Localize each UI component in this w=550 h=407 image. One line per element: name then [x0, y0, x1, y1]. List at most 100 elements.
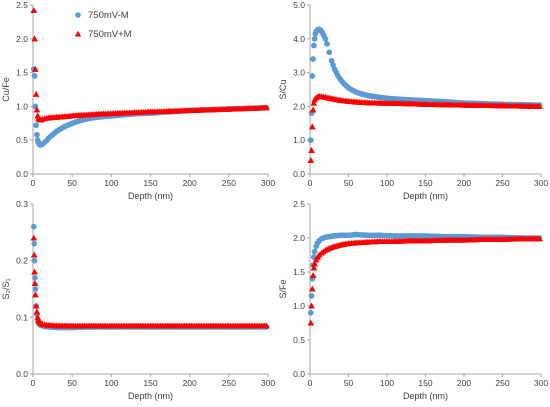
- data-point: [31, 257, 38, 264]
- data-point: [309, 272, 317, 278]
- data-point: [308, 302, 315, 309]
- data-point: [32, 286, 39, 292]
- data-point: [32, 91, 40, 97]
- legend: 750mV-M 750mV+M: [74, 10, 132, 40]
- x-tick-label: 300: [534, 178, 548, 188]
- y-axis-label: Cu/Fe: [1, 77, 11, 102]
- data-point: [32, 274, 38, 281]
- data-point: [310, 56, 316, 62]
- y-axis-label: S/Fe: [278, 279, 288, 298]
- x-tick-label: 200: [183, 178, 197, 188]
- y-tick-label: 2.5: [293, 199, 305, 209]
- data-point: [31, 35, 38, 42]
- data-point: [307, 319, 314, 326]
- x-tick-label: 250: [222, 378, 236, 388]
- x-tick-label: 200: [457, 378, 471, 388]
- data-point: [310, 264, 318, 271]
- x-tick-label: 200: [183, 378, 197, 388]
- y-tick-label: 0.5: [293, 335, 305, 345]
- data-point: [308, 147, 315, 153]
- x-tick-label: 0: [308, 178, 313, 188]
- y-tick-label: 0.0: [293, 369, 305, 379]
- y-tick-label: 0.5: [16, 135, 28, 145]
- data-point: [30, 7, 37, 13]
- x-tick-label: 150: [143, 378, 157, 388]
- data-point: [307, 310, 314, 316]
- y-tick-label: 0.0: [293, 169, 305, 179]
- x-tick-label: 100: [380, 378, 394, 388]
- y-tick-label: 0.3: [16, 199, 28, 209]
- y-tick-label: 1.0: [16, 101, 28, 111]
- data-point: [32, 291, 39, 298]
- data-point: [307, 157, 314, 164]
- x-tick-label: 250: [222, 178, 236, 188]
- y-tick-label: 2.5: [16, 0, 28, 10]
- series-minus: [307, 26, 543, 143]
- data-point: [309, 285, 316, 292]
- data-point: [30, 223, 37, 230]
- data-point: [309, 123, 316, 130]
- data-point: [330, 62, 336, 68]
- y-tick-label: 2.0: [293, 101, 305, 111]
- x-axis-label: Depth (nm): [403, 391, 448, 401]
- x-axis-label: Depth (nm): [128, 391, 173, 401]
- x-tick-label: 150: [418, 378, 432, 388]
- x-tick-label: 150: [143, 178, 157, 188]
- series-plus: [30, 7, 270, 123]
- data-point: [31, 268, 38, 275]
- y-tick-label: 1.5: [16, 68, 28, 78]
- x-tick-label: 250: [495, 378, 509, 388]
- y-tick-label: 4.0: [293, 34, 305, 44]
- data-point: [31, 240, 37, 247]
- y-tick-label: 0.0: [16, 369, 28, 379]
- data-point: [34, 131, 40, 138]
- data-point: [311, 260, 318, 267]
- data-point: [30, 251, 38, 258]
- series-minus: [30, 223, 270, 331]
- x-tick-label: 250: [495, 178, 509, 188]
- x-tick-label: 100: [104, 178, 118, 188]
- y-tick-label: 2.0: [293, 233, 305, 243]
- data-point: [30, 234, 37, 241]
- series-plus: [307, 235, 543, 326]
- data-point: [536, 235, 543, 242]
- data-point: [307, 137, 314, 143]
- data-point: [536, 103, 543, 109]
- data-point: [311, 36, 318, 42]
- data-point: [263, 104, 270, 111]
- x-tick-label: 300: [261, 178, 275, 188]
- legend-marker-minus: [75, 12, 81, 18]
- data-point: [311, 42, 317, 49]
- data-point: [33, 122, 39, 129]
- y-tick-label: 2.0: [16, 34, 28, 44]
- x-tick-label: 50: [67, 178, 77, 188]
- y-axis-label: S/Cu: [278, 79, 288, 99]
- chart-panel-2: 0 50 100 150 200 250 300 0.0 1.0 2.0 3.0 4.0 5.0 Dept…: [278, 0, 548, 201]
- x-tick-label: 50: [344, 178, 354, 188]
- x-tick-label: 300: [261, 378, 275, 388]
- data-point: [310, 99, 318, 106]
- series-plus: [307, 93, 543, 164]
- y-tick-label: 1.0: [293, 301, 305, 311]
- x-tick-label: 100: [380, 178, 394, 188]
- x-tick-label: 150: [418, 178, 432, 188]
- data-point: [32, 302, 40, 309]
- x-tick-label: 200: [457, 178, 471, 188]
- x-tick-label: 0: [308, 378, 313, 388]
- series-plus: [30, 234, 270, 329]
- data-point: [311, 248, 318, 255]
- legend-label-minus: 750mV-M: [88, 10, 129, 21]
- data-point: [33, 106, 41, 113]
- y-tick-label: 3.0: [293, 68, 305, 78]
- x-tick-label: 50: [344, 378, 354, 388]
- chart-panel-4: 0 50 100 150 200 250 300 0.0 0.5 1.0 1.5 2.0 2.5 Dept…: [278, 199, 548, 401]
- y-tick-label: 1.0: [293, 135, 305, 145]
- y-tick-label: 5.0: [293, 0, 305, 10]
- data-point: [308, 293, 315, 299]
- x-axis-label: Depth (nm): [403, 191, 448, 201]
- x-tick-label: 0: [31, 378, 36, 388]
- data-point: [324, 41, 330, 47]
- y-tick-label: 0.1: [16, 312, 28, 322]
- data-point: [33, 308, 41, 315]
